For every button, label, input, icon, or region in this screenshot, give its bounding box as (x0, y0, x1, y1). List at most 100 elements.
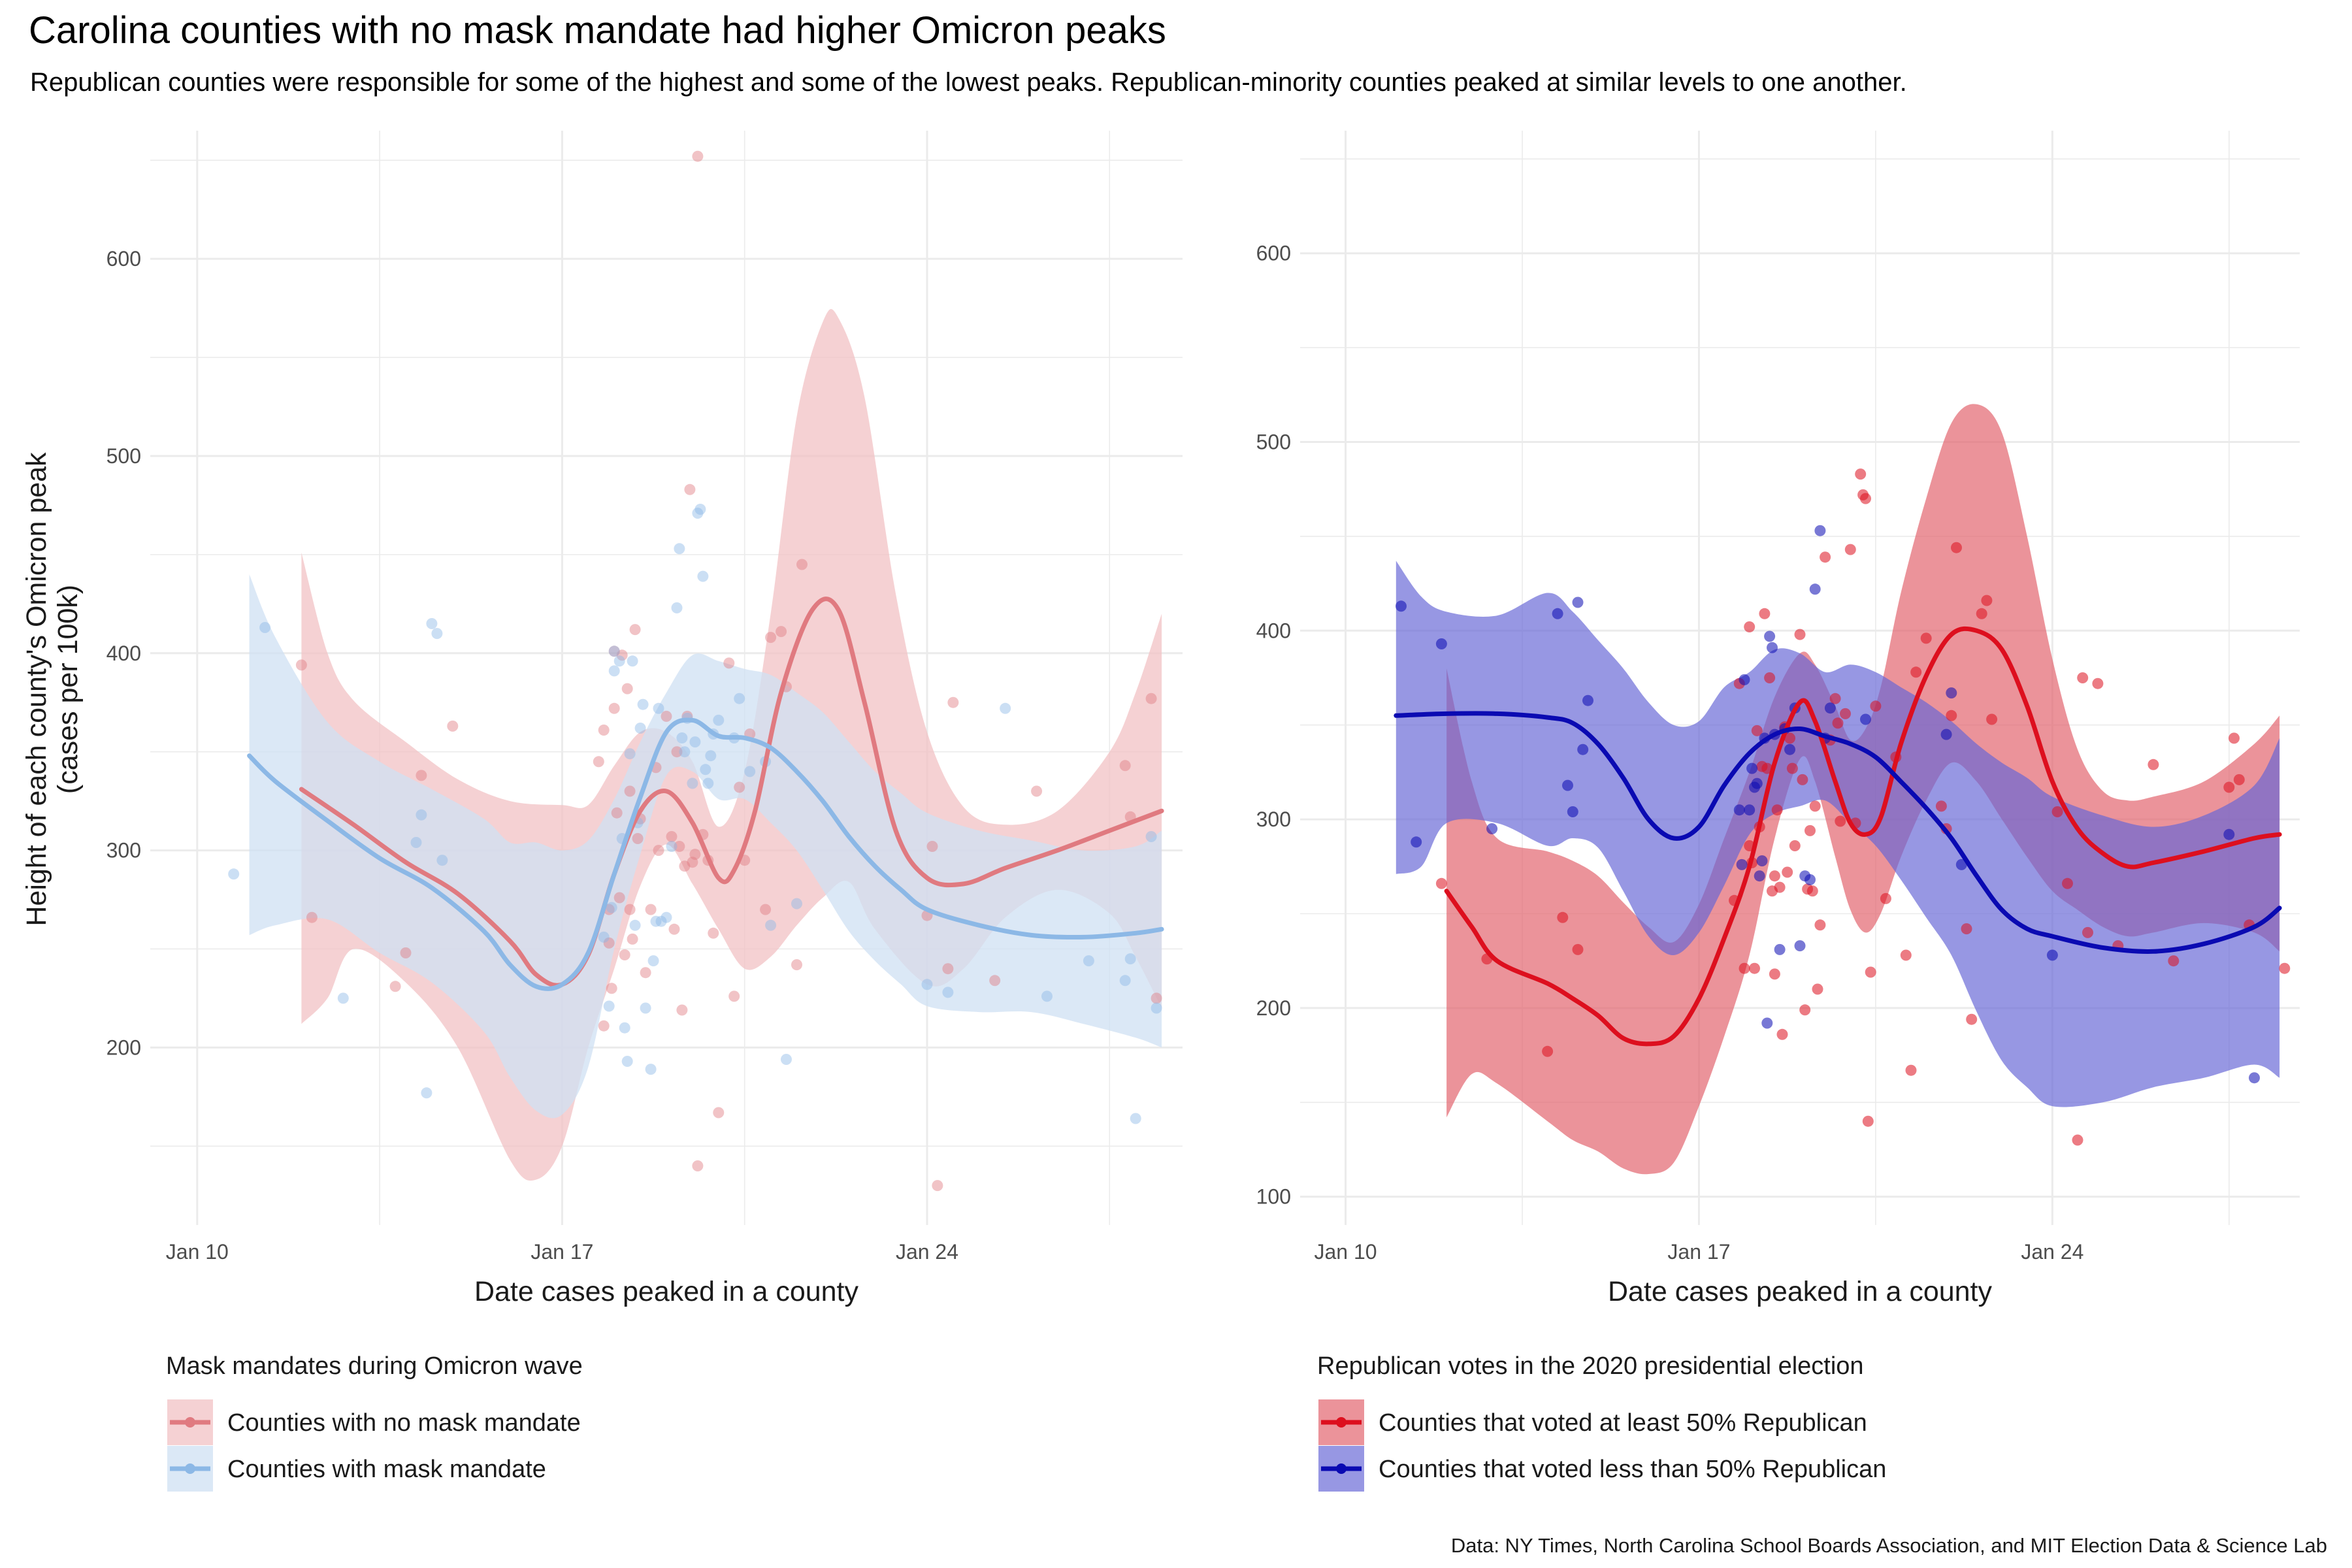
data-point (1905, 1064, 1917, 1076)
data-point (1486, 823, 1498, 834)
data-point (606, 902, 617, 913)
trend-line-0 (299, 596, 1164, 988)
data-point (1739, 962, 1750, 974)
data-point (1396, 600, 1407, 612)
data-point (1733, 804, 1745, 816)
data-point (645, 904, 657, 915)
data-point (621, 683, 633, 694)
data-point (679, 860, 691, 872)
data-point (1130, 1113, 1141, 1124)
data-point (668, 923, 680, 935)
data-point (666, 841, 678, 852)
data-point (389, 981, 401, 992)
data-point (694, 504, 706, 515)
data-point (1880, 892, 1891, 904)
y-tick-label: 200 (1256, 996, 1291, 1020)
data-point (689, 849, 701, 860)
legend-key-point (185, 1417, 195, 1428)
series-points-1 (1396, 525, 2260, 1084)
data-point (1151, 1002, 1162, 1014)
data-point (942, 987, 954, 998)
data-point (637, 698, 649, 710)
data-point (1769, 870, 1780, 882)
data-point (687, 857, 698, 868)
data-point (1805, 825, 1816, 836)
data-point (1809, 800, 1821, 812)
data-point (650, 915, 662, 927)
data-point (713, 714, 725, 726)
data-point (1582, 694, 1593, 706)
data-point (1552, 608, 1563, 619)
data-point (426, 618, 438, 629)
data-point (1799, 1004, 1811, 1016)
x-tick-label: Jan 10 (166, 1240, 229, 1264)
legend: Mask mandates during Omicron wave Countie… (166, 1352, 583, 1492)
data-point (259, 622, 271, 633)
data-point (705, 750, 717, 762)
data-point (942, 963, 954, 975)
data-point (295, 659, 307, 671)
data-point (1955, 858, 1967, 870)
data-point (1411, 836, 1422, 848)
data-point (619, 949, 630, 960)
data-point (1860, 493, 1871, 504)
data-point (1749, 962, 1760, 974)
data-point (1844, 544, 1856, 555)
data-point (674, 841, 685, 852)
data-point (687, 777, 698, 789)
data-point (2082, 926, 2093, 938)
data-point (1124, 953, 1136, 965)
chart-title: Carolina counties with no mask mandate h… (29, 9, 1166, 52)
data-point (421, 1087, 433, 1099)
trend-line-1 (247, 717, 1164, 991)
data-point (1840, 708, 1851, 719)
data-point (1814, 525, 1826, 536)
x-tick-label: Jan 17 (1667, 1240, 1730, 1264)
data-point (608, 645, 620, 657)
data-point (1797, 774, 1808, 785)
data-point (647, 955, 659, 967)
data-point (728, 990, 740, 1002)
data-point (640, 1002, 651, 1014)
data-point (447, 720, 459, 732)
data-point (1976, 608, 1987, 619)
data-point (1870, 700, 1882, 712)
legend-key-point (1336, 1463, 1347, 1474)
y-axis-label-line2: (cases per 100k) (52, 585, 84, 794)
data-point (1812, 983, 1823, 995)
data-point (1832, 717, 1844, 729)
data-point (1761, 762, 1773, 774)
data-point (1744, 804, 1756, 816)
data-point (1764, 630, 1776, 642)
data-point (228, 868, 240, 880)
y-tick-label: 600 (106, 247, 141, 270)
legend-title: Mask mandates during Omicron wave (166, 1352, 583, 1380)
data-point (744, 766, 756, 777)
data-point (676, 732, 688, 743)
data-point (1820, 551, 1831, 563)
data-point (723, 657, 735, 669)
data-point (1809, 583, 1821, 595)
data-point (684, 483, 696, 495)
data-point (629, 919, 641, 931)
y-tick-label: 300 (106, 839, 141, 862)
y-tick-label: 500 (1256, 431, 1291, 454)
data-point (1986, 713, 1998, 725)
data-point (1824, 702, 1836, 714)
data-point (2223, 781, 2235, 793)
data-point (989, 975, 1001, 987)
data-point (1900, 949, 1912, 961)
data-point (1435, 877, 1447, 889)
data-point (436, 855, 448, 866)
data-point (1041, 990, 1053, 1002)
data-point (1756, 855, 1768, 867)
data-point (1862, 1115, 1874, 1127)
legend-title: Republican votes in the 2020 presidentia… (1317, 1352, 1864, 1380)
data-point (671, 746, 683, 758)
data-point (1865, 966, 1876, 978)
data-point (692, 508, 704, 519)
data-point (791, 959, 802, 971)
data-point (1771, 804, 1783, 816)
data-point (1782, 866, 1793, 878)
data-point (1739, 674, 1750, 685)
